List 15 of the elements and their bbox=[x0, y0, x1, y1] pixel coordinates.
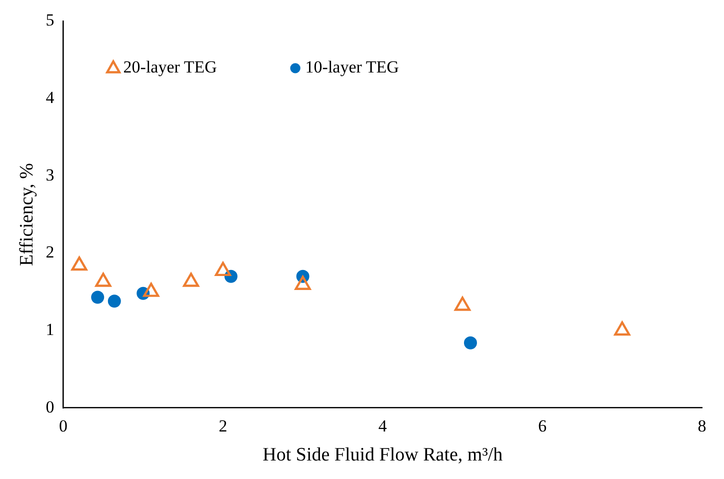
x-axis-title: Hot Side Fluid Flow Rate, m³/h bbox=[262, 444, 504, 466]
legend-label: 20-layer TEG bbox=[123, 58, 217, 77]
y-tick-label: 2 bbox=[46, 242, 54, 262]
y-tick-label: 1 bbox=[46, 320, 54, 339]
y-tick-label: 0 bbox=[46, 397, 54, 416]
legend-label: 10-layer TEG bbox=[305, 58, 399, 77]
y-tick-label: 3 bbox=[46, 165, 54, 184]
y-axis-title: Efficiency, % bbox=[16, 162, 38, 266]
x-tick-label: 0 bbox=[59, 416, 68, 436]
x-tick-label: 6 bbox=[538, 416, 547, 436]
x-tick-label: 2 bbox=[218, 416, 228, 436]
y-tick-label: 5 bbox=[46, 10, 54, 30]
x-tick-label: 8 bbox=[698, 416, 706, 436]
y-tick-label: 4 bbox=[46, 88, 55, 107]
x-tick-label: 4 bbox=[378, 416, 388, 436]
